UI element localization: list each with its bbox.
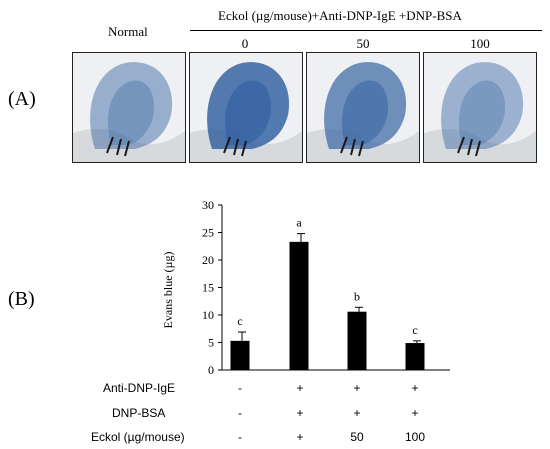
- y-tick-label: 15: [202, 281, 214, 295]
- ear-photo-dose-0: [189, 52, 303, 163]
- condition-label-anti-dnp-ige: Anti-DNP-IgE: [103, 381, 176, 395]
- panel-b-label: (B): [8, 288, 35, 310]
- significance-letter: c: [412, 323, 417, 337]
- condition-cell: +: [353, 381, 361, 395]
- whiskers-shape: [106, 136, 130, 157]
- bar: [230, 340, 250, 370]
- ear-inner-shape: [458, 80, 506, 145]
- condition-cell: +: [411, 406, 419, 420]
- significance-letter: c: [237, 314, 242, 328]
- ear-inner-shape: [107, 80, 155, 145]
- y-tick-label: 30: [202, 198, 214, 212]
- y-tick-label: 10: [202, 308, 214, 322]
- condition-cell: -: [238, 430, 242, 444]
- condition-cell: 50: [350, 430, 364, 444]
- condition-cell: +: [353, 406, 361, 420]
- dose-label-100: 100: [470, 36, 490, 51]
- y-tick-label: 25: [202, 226, 214, 240]
- y-tick-label: 0: [208, 363, 214, 377]
- y-tick-label: 5: [208, 336, 214, 350]
- ear-photo-normal: [72, 52, 186, 163]
- ear-photo-dose-50: [306, 52, 420, 163]
- ear-photo-dose-100: [423, 52, 537, 163]
- bar: [347, 311, 367, 370]
- y-axis-label: Evans blue (µg): [161, 252, 175, 329]
- ear-shape: [441, 62, 524, 149]
- ear-inner-shape: [341, 80, 389, 145]
- bar: [405, 343, 425, 370]
- whiskers-shape: [223, 136, 247, 157]
- normal-label: Normal: [108, 24, 148, 39]
- ear-inner-shape: [224, 80, 272, 145]
- condition-cell: +: [296, 406, 304, 420]
- ear-shape: [90, 62, 173, 149]
- significance-letter: b: [354, 289, 360, 303]
- fur-shape: [424, 129, 536, 162]
- condition-cell: +: [296, 381, 304, 395]
- significance-letter: a: [296, 216, 302, 230]
- dose-label-0: 0: [241, 36, 249, 51]
- condition-cell: 100: [404, 430, 426, 444]
- fur-shape: [73, 129, 185, 162]
- bar: [289, 241, 309, 370]
- treatment-header: Eckol (µg/mouse)+Anti-DNP-IgE +DNP-BSA: [218, 8, 462, 23]
- y-tick-label: 20: [202, 253, 214, 267]
- condition-label-dnp-bsa: DNP-BSA: [112, 406, 166, 420]
- condition-cell: +: [411, 381, 419, 395]
- whiskers-shape: [340, 136, 364, 157]
- condition-cell: +: [296, 430, 304, 444]
- whiskers-shape: [457, 136, 481, 157]
- condition-cell: -: [238, 406, 242, 420]
- header-rule: [190, 30, 542, 31]
- condition-cell: -: [238, 381, 242, 395]
- panel-a-label: (A): [8, 88, 36, 110]
- dose-label-50: 50: [356, 36, 370, 51]
- condition-label-eckol: Eckol (µg/mouse): [91, 430, 185, 444]
